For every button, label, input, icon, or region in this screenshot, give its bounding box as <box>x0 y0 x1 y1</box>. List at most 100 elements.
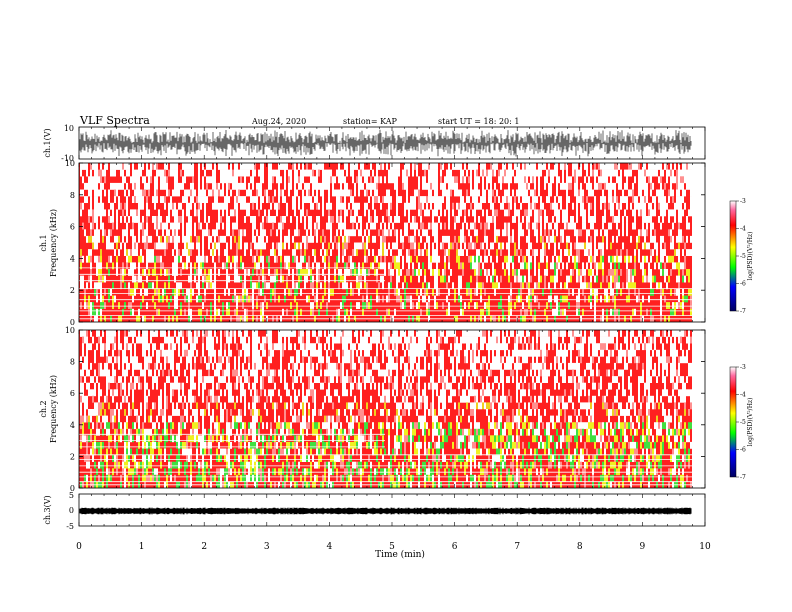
spectrogram-cell <box>236 343 238 351</box>
spectrogram-cell <box>178 189 180 197</box>
spectrogram-cell <box>320 182 322 190</box>
spectrogram-cell <box>512 269 514 276</box>
spectrogram-cell <box>614 182 616 190</box>
spectrogram-cell <box>540 229 542 237</box>
spectrogram-cell <box>156 428 158 436</box>
spectrogram-cell <box>120 182 122 190</box>
spectrogram-cell <box>128 409 130 416</box>
spectrogram-cell <box>346 169 348 177</box>
spectrogram-cell <box>88 176 90 184</box>
spectrogram-cell <box>682 262 684 270</box>
spectrogram-cell <box>518 242 520 250</box>
spectrogram-cell <box>240 330 242 337</box>
spectrogram-cell <box>448 308 450 316</box>
spectrogram-cell <box>90 409 92 416</box>
spectrogram-cell <box>108 435 110 443</box>
spectrogram-cell <box>418 229 420 237</box>
spectrogram-cell <box>490 202 492 210</box>
spectrogram-cell <box>196 409 198 416</box>
spectrogram-cell <box>314 295 316 303</box>
spectrogram-cell <box>448 235 450 243</box>
spectrogram-cell <box>170 222 172 230</box>
spectrogram-cell <box>424 182 426 190</box>
spectrogram-cell <box>176 441 178 449</box>
spectrogram-cell <box>656 163 658 170</box>
spectrogram-cell <box>102 402 104 410</box>
spectrogram-cell <box>678 275 680 283</box>
spectrogram-cell <box>226 275 228 283</box>
spectrogram-cell <box>268 169 270 177</box>
spectrogram-cell <box>276 229 278 237</box>
spectrogram-cell <box>388 216 390 223</box>
spectrogram-cell <box>284 235 286 243</box>
spectrogram-cell <box>306 196 308 203</box>
spectrogram-cell <box>316 275 318 283</box>
spectrogram-cell <box>522 255 524 263</box>
spectrogram-cell <box>508 308 510 316</box>
spectrogram-cell <box>252 468 254 476</box>
spectrogram-cell <box>216 395 218 403</box>
colorbar-tick-label: -6 <box>740 281 746 288</box>
spectrogram-cell <box>486 176 488 184</box>
spectrogram-cell <box>142 349 144 357</box>
spectrogram-cell <box>254 441 256 449</box>
spectrogram-cell <box>244 275 246 283</box>
spectrogram-cell <box>106 428 108 436</box>
spectrogram-cell <box>504 169 506 177</box>
spectrogram-cell <box>662 202 664 210</box>
spectrogram-cell <box>534 189 536 197</box>
spectrogram-cell <box>350 288 352 296</box>
spectrogram-cell <box>272 242 274 250</box>
spectrogram-cell <box>594 302 596 309</box>
spectrogram-cell <box>412 269 414 276</box>
spectrogram-cell <box>254 369 256 377</box>
spectrogram-cell <box>376 176 378 184</box>
spectrogram-cell <box>136 196 138 203</box>
spectrogram-cell <box>224 369 226 377</box>
spectrogram-cell <box>160 461 162 469</box>
spectrogram-cell <box>100 269 102 276</box>
spectrogram-cell <box>230 441 232 449</box>
spectrogram-cell <box>262 222 264 230</box>
spectrogram-cell <box>194 209 196 217</box>
spectrogram-cell <box>482 189 484 197</box>
spectrogram-cell <box>664 202 666 210</box>
spectrogram-cell <box>260 376 262 383</box>
spectrogram-cell <box>146 455 148 462</box>
spectrogram-cell <box>338 275 340 283</box>
spectrogram-cell <box>330 222 332 230</box>
spectrogram-cell <box>182 235 184 243</box>
spectrogram-cell <box>276 275 278 283</box>
spectrogram-cell <box>536 295 538 303</box>
spectrogram-cell <box>252 428 254 436</box>
spectrogram-cell <box>264 362 266 370</box>
spectrogram-cell <box>488 308 490 316</box>
spectrogram-cell <box>88 295 90 303</box>
spectrogram-cell <box>536 196 538 203</box>
spectrogram-cell <box>540 216 542 223</box>
spectrogram-cell <box>124 343 126 351</box>
spectrogram-cell <box>250 409 252 416</box>
spectrogram-cell <box>168 169 170 177</box>
spectrogram-cell <box>352 216 354 223</box>
spectrogram-cell <box>182 448 184 456</box>
spectrogram-cell <box>234 182 236 190</box>
spectrogram-cell <box>458 202 460 210</box>
spectrogram-cell <box>522 189 524 197</box>
spectrogram-cell <box>416 189 418 197</box>
spectrogram-cell <box>506 169 508 177</box>
spectrogram-cell <box>222 448 224 456</box>
spectrogram-cell <box>230 468 232 476</box>
spectrogram-cell <box>206 461 208 469</box>
spectrogram-cell <box>194 435 196 443</box>
spectrogram-cell <box>180 255 182 263</box>
spectrogram-cell <box>80 356 82 364</box>
spectrogram-cell <box>154 474 156 482</box>
spectrogram-cell <box>476 288 478 296</box>
spectrogram-cell <box>380 176 382 184</box>
spectrogram-cell <box>478 269 480 276</box>
spectrogram-cell <box>146 382 148 390</box>
spectrogram-cell <box>260 302 262 309</box>
spectrogram-cell <box>386 209 388 217</box>
